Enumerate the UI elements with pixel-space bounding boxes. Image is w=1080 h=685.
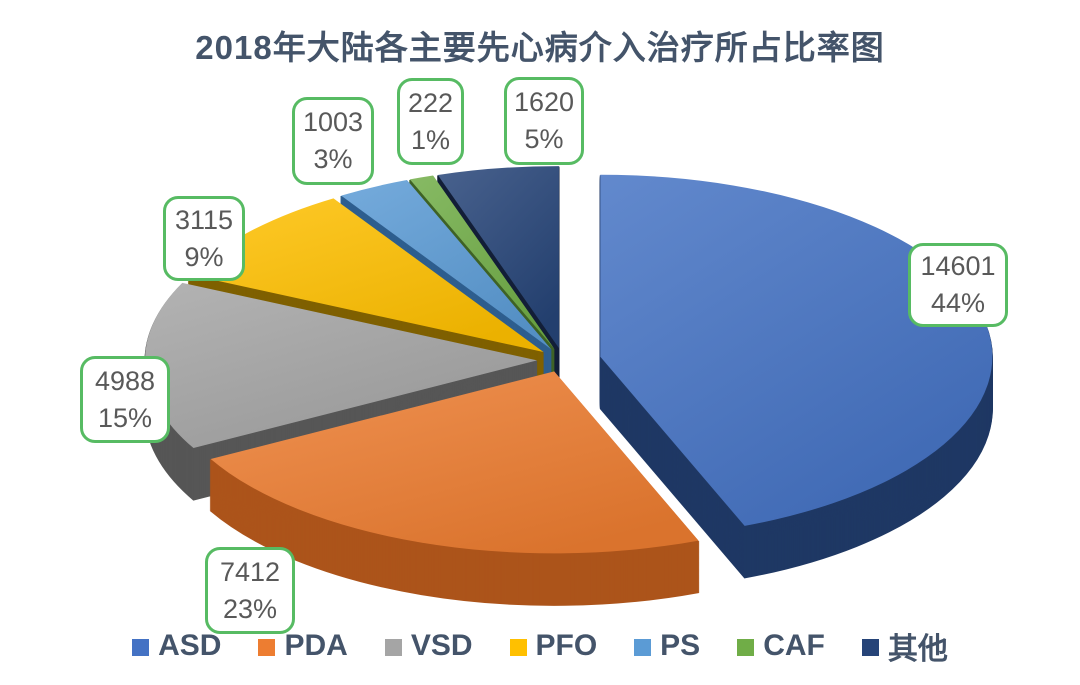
pie-slice-其他 [437,166,559,349]
data-label-asd-value: 14601 [920,251,996,281]
legend-item-other: 其他 [861,624,948,668]
legend-label-ps: PS [660,629,701,662]
legend-item-pda: PDA [258,629,348,663]
legend-swatch-pfo-icon [509,639,527,656]
data-label-other-value: 1620 [513,87,575,117]
data-label-caf-value: 222 [407,87,454,118]
legend-swatch-caf-icon [737,639,755,656]
pie-slice-VSD [145,282,538,449]
data-label-vsd-pct: 15% [97,402,153,433]
data-label-other-pct: 5% [524,124,564,154]
legend-label-caf: CAF [763,629,825,662]
data-label-caf: 222 1% [397,78,464,165]
legend-label-vsd: VSD [410,629,473,662]
legend-swatch-vsd-icon [384,639,402,656]
data-label-vsd-value: 4988 [94,365,156,396]
data-label-pfo-value: 3115 [174,204,234,235]
legend-item-ps: PS [634,629,700,663]
legend-item-pfo: PFO [509,629,598,663]
legend-swatch-asd-icon [132,639,150,656]
legend-swatch-pda-icon [258,639,276,656]
legend-swatch-ps-icon [634,639,652,656]
legend-item-asd: ASD [132,629,221,663]
legend-label-asd: ASD [158,629,222,662]
data-label-vsd: 4988 15% [80,356,170,443]
legend-label-other: 其他 [887,633,948,666]
data-label-ps: 1003 3% [292,97,374,185]
data-label-pda-pct: 23% [222,593,278,624]
chart-title: 2018年大陆各主要先心病介入治疗所占比率图 [195,29,885,66]
data-label-pda: 7412 23% [205,547,295,634]
legend-item-caf: CAF [737,629,825,663]
data-label-pfo: 3115 9% [163,196,245,281]
pie-slice-ASD [600,174,993,526]
data-label-pda-value: 7412 [219,556,281,587]
data-label-caf-pct: 1% [410,124,451,155]
chart-legend: ASD PDA VSD PFO PS CAF 其他 [0,624,1080,668]
data-label-other: 1620 5% [504,77,584,165]
data-label-asd-pct: 44% [930,288,986,318]
data-label-pfo-pct: 9% [184,241,224,272]
legend-label-pda: PDA [284,629,348,662]
pie-slice-CAF [409,175,555,349]
pie-slice-PFO [188,198,544,353]
pie-slice-PS [341,180,552,350]
pie-slice-PDA [210,371,699,554]
legend-label-pfo: PFO [535,629,598,662]
data-label-ps-pct: 3% [313,144,353,174]
legend-swatch-other-icon [861,639,879,656]
data-label-asd: 14601 44% [908,243,1008,327]
legend-item-vsd: VSD [384,629,473,663]
data-label-ps-value: 1003 [302,107,364,137]
